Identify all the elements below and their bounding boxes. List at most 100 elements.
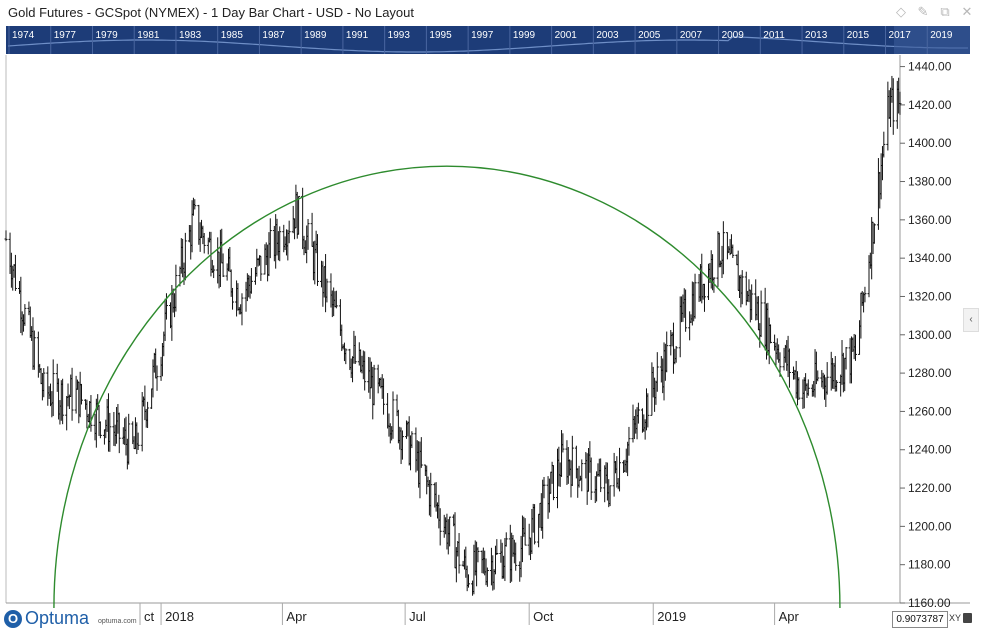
window-title: Gold Futures - GCSpot (NYMEX) - 1 Day Ba… xyxy=(8,5,415,20)
navigator-year-label[interactable]: 2019 xyxy=(930,30,953,41)
ohlc-bar xyxy=(712,277,716,293)
navigator-year-label[interactable]: 1974 xyxy=(12,30,35,41)
ohlc-bar xyxy=(646,393,650,428)
x-tick-label: Oct xyxy=(533,609,554,624)
title-bar: Gold Futures - GCSpot (NYMEX) - 1 Day Ba… xyxy=(0,0,982,26)
ohlc-bar xyxy=(146,401,150,429)
y-tick-label: 1340.00 xyxy=(908,251,952,265)
ohlc-bar xyxy=(23,304,27,326)
ohlc-bar xyxy=(61,378,65,425)
ohlc-bar xyxy=(127,413,131,465)
navigator-year-label[interactable]: 2011 xyxy=(763,30,785,41)
ohlc-bar xyxy=(400,430,404,460)
restore-icon[interactable]: ⧉ xyxy=(940,4,950,19)
timeline-navigator[interactable]: 1974 1977 1979 1981 1983 1985 1987 1989 1991 1993… xyxy=(6,26,970,54)
ohlc-bar xyxy=(108,412,112,452)
window-controls: ◇ ✎ ⧉ ✕ xyxy=(894,4,974,20)
x-tick-label: ct xyxy=(144,609,155,624)
navigator-year-label[interactable]: 1983 xyxy=(179,30,202,41)
ohlc-bar xyxy=(221,253,225,277)
navigator-year-label[interactable]: 2003 xyxy=(596,30,619,41)
ohlc-bar xyxy=(297,195,301,235)
ohlc-bar xyxy=(212,265,216,279)
navigator-year-label[interactable]: 2009 xyxy=(722,30,745,41)
ohlc-bar xyxy=(797,377,801,400)
navigator-year-label[interactable]: 2001 xyxy=(555,30,578,41)
ohlc-bar xyxy=(287,220,291,244)
ohlc-bar xyxy=(769,324,773,344)
ohlc-bar xyxy=(136,432,140,451)
navigator-year-label[interactable]: 1987 xyxy=(262,30,285,41)
ohlc-bar xyxy=(382,378,386,415)
xy-toggle[interactable]: XY xyxy=(949,613,962,623)
navigator-svg[interactable]: 1974 1977 1979 1981 1983 1985 1987 1989 1991 1993… xyxy=(6,26,970,54)
ohlc-bar xyxy=(70,367,74,421)
ohlc-bar xyxy=(448,516,452,547)
diamond-icon[interactable]: ◇ xyxy=(896,4,906,19)
ohlc-bar xyxy=(42,368,46,398)
ohlc-bar xyxy=(334,290,338,309)
navigator-year-label[interactable]: 1991 xyxy=(346,30,369,41)
y-tick-label: 1260.00 xyxy=(908,404,952,418)
navigator-year-label[interactable]: 2015 xyxy=(847,30,870,41)
y-tick-label: 1280.00 xyxy=(908,366,952,380)
y-tick-label: 1420.00 xyxy=(908,98,952,112)
close-icon[interactable]: ✕ xyxy=(961,4,973,19)
ohlc-bar xyxy=(202,233,206,254)
y-tick-label: 1320.00 xyxy=(908,289,952,303)
ohlc-bar xyxy=(787,348,791,388)
x-tick-label: 2019 xyxy=(657,609,686,624)
navigator-year-label[interactable]: 2013 xyxy=(805,30,828,41)
logo-url: optuma.com xyxy=(98,618,137,625)
ohlc-bar xyxy=(80,383,84,405)
ohlc-bar xyxy=(750,284,754,320)
navigator-year-label[interactable]: 1999 xyxy=(513,30,536,41)
optuma-logo-mark: O xyxy=(4,609,22,628)
ohlc-bar xyxy=(259,255,263,281)
y-tick-label: 1220.00 xyxy=(908,481,952,495)
navigator-year-label[interactable]: 1989 xyxy=(304,30,327,41)
ohlc-bar xyxy=(589,457,593,500)
navigator-year-label[interactable]: 1981 xyxy=(137,30,160,41)
ohlc-bar xyxy=(627,426,631,456)
navigator-selection[interactable] xyxy=(894,26,970,54)
optuma-logo: O Optuma optuma.com xyxy=(4,608,137,629)
navigator-year-label[interactable]: 2005 xyxy=(638,30,661,41)
ohlc-bar xyxy=(51,359,55,417)
ohlc-bar xyxy=(46,366,50,406)
navigator-year-label[interactable]: 2007 xyxy=(680,30,703,41)
ohlc-bar xyxy=(391,391,395,439)
navigator-history-line xyxy=(7,36,968,53)
ohlc-bar xyxy=(665,331,669,373)
navigator-year-label[interactable]: 2017 xyxy=(889,30,912,41)
navigator-year-label[interactable]: 1993 xyxy=(388,30,411,41)
navigator-year-label[interactable]: 1985 xyxy=(221,30,244,41)
navigator-year-label[interactable]: 1995 xyxy=(429,30,452,41)
ohlc-bar xyxy=(551,465,555,501)
ohlc-bar xyxy=(542,476,546,499)
lock-icon[interactable] xyxy=(963,613,972,623)
arc-overlay[interactable] xyxy=(53,165,841,609)
ohlc-bar xyxy=(612,452,616,497)
ohlc-bar xyxy=(306,219,310,250)
ohlc-bar xyxy=(32,330,36,370)
ohlc-bar xyxy=(835,380,839,392)
ohlc-bar xyxy=(89,395,93,432)
y-tick-label: 1400.00 xyxy=(908,136,952,150)
ohlc-bar xyxy=(523,518,527,546)
ohlc-bar xyxy=(759,290,763,337)
ohlc-bar xyxy=(618,447,622,492)
navigator-year-label[interactable]: 1979 xyxy=(95,30,118,41)
ohlc-bar xyxy=(504,532,508,547)
ohlc-bar xyxy=(636,402,640,424)
ohlc-bar xyxy=(514,542,518,571)
y-tick-label: 1200.00 xyxy=(908,519,952,533)
collapse-panel-icon[interactable]: ‹ xyxy=(963,308,979,332)
value-readout: 0.9073787 xyxy=(892,611,948,628)
navigator-year-label[interactable]: 1977 xyxy=(54,30,77,41)
ohlc-bar xyxy=(193,199,197,210)
ohlc-bar xyxy=(570,435,574,487)
pin-icon[interactable]: ✎ xyxy=(917,4,929,19)
navigator-year-label[interactable]: 1997 xyxy=(471,30,494,41)
